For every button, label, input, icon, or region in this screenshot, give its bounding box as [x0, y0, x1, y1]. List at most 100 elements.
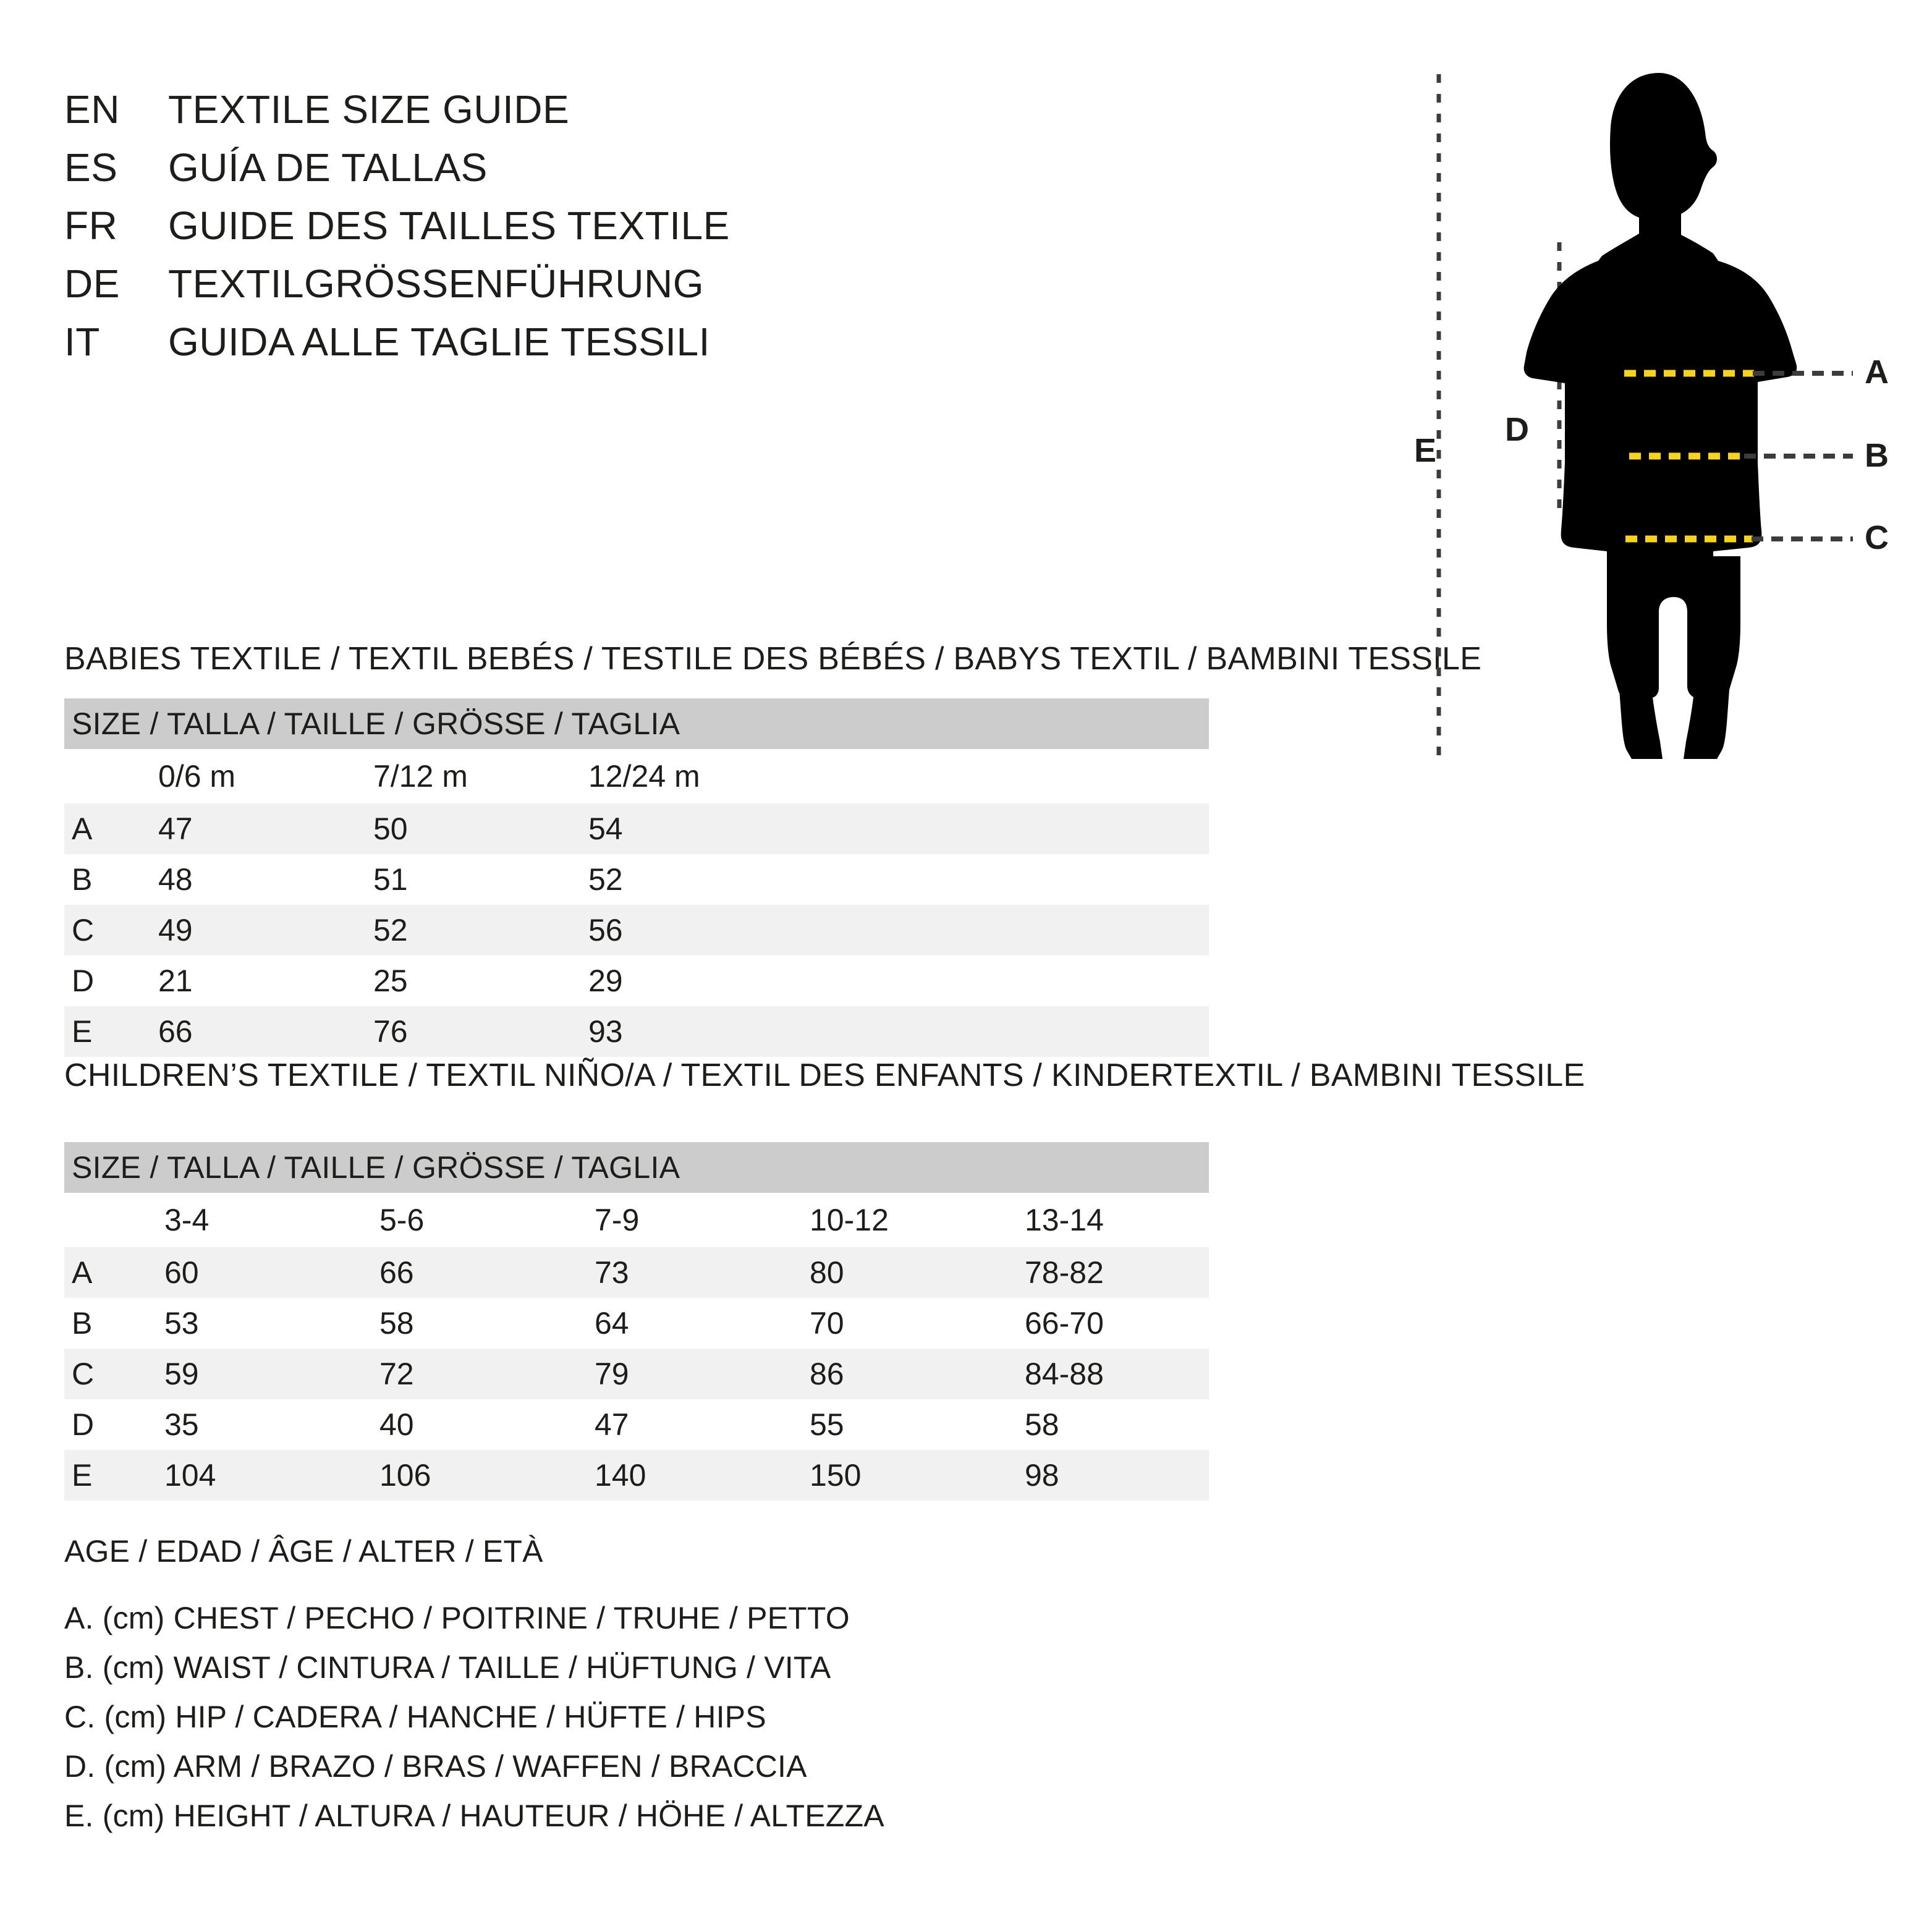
title-text-it: GUIDA ALLE TAGLIE TESSILI [168, 320, 710, 364]
babies-cell-d-1: 25 [373, 964, 408, 998]
title-lang-code-fr: FR [64, 203, 118, 248]
table-row: E 66 76 93 [64, 1006, 1209, 1057]
babies-column-header-row: 0/6 m 7/12 m 12/24 m [64, 749, 1209, 803]
title-lang-code-de: DE [64, 261, 120, 306]
legend-item-c: C. (cm) HIP / CADERA / HANCHE / HÜFTE / … [64, 1700, 766, 1734]
babies-row-label-a: A [72, 811, 93, 846]
children-cell-b-4: 66-70 [1025, 1306, 1104, 1341]
title-text-en: TEXTILE SIZE GUIDE [168, 87, 570, 132]
children-cell-e-2: 140 [595, 1458, 646, 1493]
babies-cell-e-0: 66 [158, 1014, 193, 1049]
babies-row-label-e: E [72, 1014, 93, 1049]
babies-cell-e-2: 93 [588, 1014, 623, 1049]
babies-column-header-0: 0/6 m [158, 759, 236, 794]
title-text-fr: GUIDE DES TAILLES TEXTILE [168, 203, 730, 248]
legend-item-b: B. (cm) WAIST / CINTURA / TAILLE / HÜFTU… [64, 1650, 831, 1685]
measurement-lines [1624, 370, 1853, 543]
children-cell-e-0: 104 [164, 1458, 216, 1493]
children-section-caption: CHILDREN’S TEXTILE / TEXTIL NIÑO/A / TEX… [64, 1057, 1585, 1093]
diagram-label-e: E [1414, 432, 1437, 469]
diagram-label-a: A [1865, 354, 1889, 391]
child-silhouette-diagram-svg [1436, 73, 1853, 766]
children-cell-c-0: 59 [164, 1357, 199, 1391]
babies-cell-a-0: 47 [158, 811, 193, 846]
legend-item-e: E. (cm) HEIGHT / ALTURA / HAUTEUR / HÖHE… [64, 1799, 884, 1833]
table-row: B 48 51 52 [64, 854, 1209, 905]
children-cell-e-1: 106 [379, 1458, 431, 1493]
table-row: B 53 58 64 70 66-70 [64, 1298, 1209, 1349]
children-column-header-2: 7-9 [595, 1203, 640, 1237]
title-row-it: IT GUIDA ALLE TAGLIE TESSILI [64, 319, 868, 377]
children-column-header-4: 13-14 [1025, 1203, 1104, 1237]
babies-column-header-2: 12/24 m [588, 759, 700, 794]
babies-cell-b-0: 48 [158, 862, 193, 897]
children-cell-e-3: 150 [810, 1458, 862, 1493]
children-cell-b-2: 64 [595, 1306, 629, 1341]
children-cell-b-1: 58 [379, 1306, 414, 1341]
diagram-label-c: C [1865, 519, 1889, 556]
children-cell-b-0: 53 [164, 1306, 199, 1341]
table-row: A 60 66 73 80 78-82 [64, 1247, 1209, 1298]
children-cell-e-4: 98 [1025, 1458, 1059, 1493]
babies-cell-c-2: 56 [588, 913, 623, 947]
children-size-table: SIZE / TALLA / TAILLE / GRÖSSE / TAGLIA … [64, 1142, 1209, 1501]
diagram-label-d: D [1505, 411, 1529, 448]
children-cell-d-1: 40 [379, 1407, 414, 1442]
children-size-header-label: SIZE / TALLA / TAILLE / GRÖSSE / TAGLIA [72, 1150, 680, 1185]
children-row-label-c: C [72, 1357, 95, 1391]
babies-cell-c-1: 52 [373, 913, 408, 947]
children-column-header-1: 5-6 [379, 1203, 425, 1237]
children-row-label-a: A [72, 1255, 93, 1290]
babies-column-header-1: 7/12 m [373, 759, 468, 794]
children-row-label-e: E [72, 1458, 93, 1493]
babies-row-label-d: D [72, 964, 95, 998]
children-cell-a-4: 78-82 [1025, 1255, 1104, 1290]
babies-row-label-c: C [72, 913, 95, 947]
title-text-de: TEXTILGRÖSSENFÜHRUNG [168, 261, 704, 306]
title-lang-code-en: EN [64, 87, 120, 132]
diagram-label-b: B [1865, 437, 1889, 474]
babies-size-header-label: SIZE / TALLA / TAILLE / GRÖSSE / TAGLIA [72, 706, 680, 741]
babies-cell-b-1: 51 [373, 862, 408, 897]
babies-cell-e-1: 76 [373, 1014, 408, 1049]
children-column-header-0: 3-4 [164, 1203, 210, 1237]
title-row-es: ES GUÍA DE TALLAS [64, 145, 868, 203]
children-cell-c-3: 86 [810, 1357, 844, 1391]
children-row-label-b: B [72, 1306, 93, 1341]
children-cell-a-3: 80 [810, 1255, 844, 1290]
babies-cell-c-0: 49 [158, 913, 193, 947]
title-row-en: EN TEXTILE SIZE GUIDE [64, 87, 868, 145]
children-cell-c-2: 79 [595, 1357, 629, 1391]
language-title-list: EN TEXTILE SIZE GUIDE ES GUÍA DE TALLAS … [64, 87, 868, 377]
legend-age-line: AGE / EDAD / ÂGE / ALTER / ETÀ [64, 1534, 543, 1569]
children-cell-a-0: 60 [164, 1255, 199, 1290]
title-text-es: GUÍA DE TALLAS [168, 145, 488, 190]
measurement-legend: AGE / EDAD / ÂGE / ALTER / ETÀ A. (cm) C… [64, 1527, 1115, 1841]
table-row: A 47 50 54 [64, 803, 1209, 854]
children-cell-a-1: 66 [379, 1255, 414, 1290]
children-row-label-d: D [72, 1407, 95, 1442]
table-row: E 104 106 140 150 98 [64, 1450, 1209, 1501]
legend-item-d: D. (cm) ARM / BRAZO / BRAS / WAFFEN / BR… [64, 1749, 807, 1784]
children-column-header-row: 3-4 5-6 7-9 10-12 13-14 [64, 1193, 1209, 1247]
babies-size-header-band: SIZE / TALLA / TAILLE / GRÖSSE / TAGLIA [64, 698, 1209, 749]
children-cell-b-3: 70 [810, 1306, 844, 1341]
children-cell-d-4: 58 [1025, 1407, 1059, 1442]
babies-cell-a-2: 54 [588, 811, 623, 846]
babies-cell-d-2: 29 [588, 964, 623, 998]
children-cell-c-4: 84-88 [1025, 1357, 1104, 1391]
children-cell-d-0: 35 [164, 1407, 199, 1442]
table-row: C 59 72 79 86 84-88 [64, 1349, 1209, 1399]
children-cell-c-1: 72 [379, 1357, 414, 1391]
children-column-header-3: 10-12 [810, 1203, 889, 1237]
babies-cell-a-1: 50 [373, 811, 408, 846]
measurement-diagram: E D A B C [1409, 68, 1916, 773]
babies-size-table: SIZE / TALLA / TAILLE / GRÖSSE / TAGLIA … [64, 698, 1209, 1057]
babies-cell-d-0: 21 [158, 964, 193, 998]
table-row: D 35 40 47 55 58 [64, 1399, 1209, 1450]
babies-row-label-b: B [72, 862, 93, 897]
title-lang-code-it: IT [64, 320, 100, 364]
children-size-header-band: SIZE / TALLA / TAILLE / GRÖSSE / TAGLIA [64, 1142, 1209, 1193]
legend-item-a: A. (cm) CHEST / PECHO / POITRINE / TRUHE… [64, 1601, 850, 1635]
title-row-fr: FR GUIDE DES TAILLES TEXTILE [64, 203, 868, 261]
